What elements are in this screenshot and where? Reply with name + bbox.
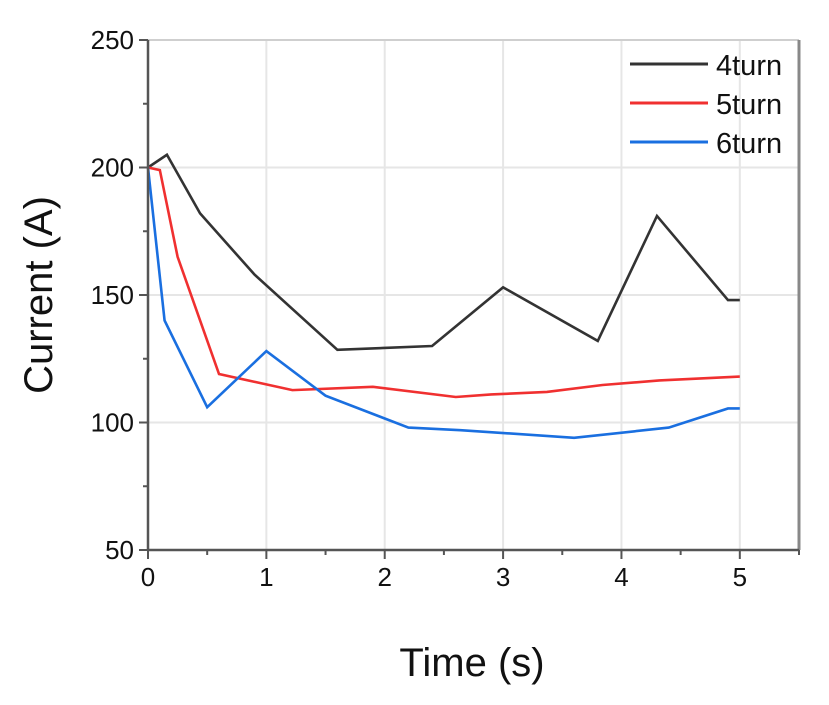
y-tick-label: 100 xyxy=(91,408,134,438)
legend-label: 4turn xyxy=(716,50,782,82)
y-axis-label: Current (A) xyxy=(17,196,61,394)
y-tick-label: 50 xyxy=(105,535,134,565)
series-line-6turn xyxy=(146,167,740,440)
y-tick-label: 200 xyxy=(91,153,134,183)
x-tick-label: 4 xyxy=(614,562,628,592)
x-tick-label: 1 xyxy=(259,562,273,592)
x-tick-label: 3 xyxy=(496,562,510,592)
x-tick-label: 5 xyxy=(733,562,747,592)
y-tick-label: 250 xyxy=(91,25,134,55)
x-tick-label: 2 xyxy=(377,562,391,592)
series-line-4turn xyxy=(147,152,740,352)
x-axis-label: Time (s) xyxy=(399,641,544,685)
legend-label: 5turn xyxy=(716,89,782,121)
legend-label: 6turn xyxy=(716,128,782,160)
y-tick-label: 150 xyxy=(91,280,134,310)
x-tick-label: 0 xyxy=(141,562,155,592)
series-line-5turn xyxy=(147,166,740,399)
